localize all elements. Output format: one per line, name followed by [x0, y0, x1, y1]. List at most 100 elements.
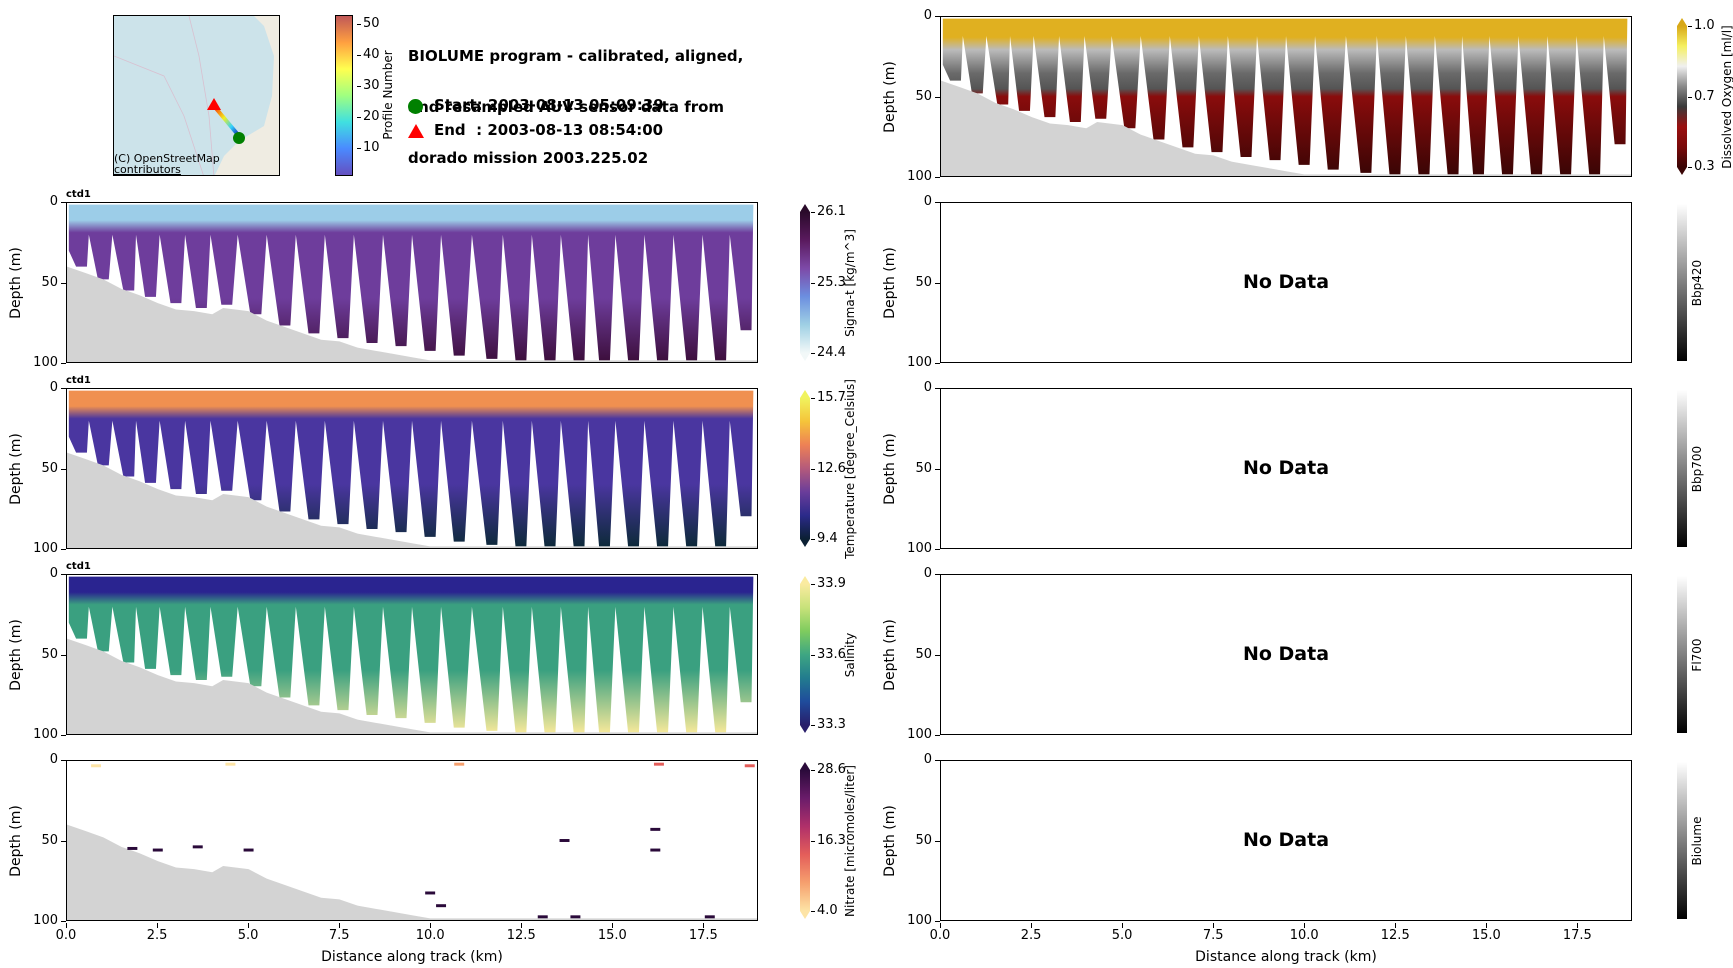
end-marker — [207, 98, 221, 110]
x-tick-label: 17.5 — [1552, 923, 1602, 943]
track-line — [212, 104, 241, 138]
start-marker — [233, 132, 245, 144]
y-tick-label: 100 — [18, 356, 66, 370]
sigma-t-colorbar — [800, 212, 810, 353]
biolume-colorbar — [1677, 762, 1687, 919]
instrument-tag: ctd1 — [66, 561, 91, 572]
nitrate-sample — [559, 839, 570, 842]
y-tick-label: 0 — [892, 9, 940, 23]
nitrate-sample — [91, 764, 102, 768]
y-tick-label: 100 — [18, 914, 66, 928]
profile-colorbar — [335, 15, 353, 176]
sigma-t-data-curtain — [68, 204, 754, 361]
colorbar-tick-label: 0.3 — [1688, 159, 1715, 174]
x-tick-label: 12.5 — [1370, 923, 1420, 943]
colorbar-tick-label: 24.4 — [811, 345, 846, 360]
dissolved-oxygen-data-curtain — [942, 18, 1628, 175]
profile-tick: 10 — [357, 140, 380, 155]
nitrate-sample — [704, 915, 715, 919]
nitrate-sample — [152, 848, 163, 852]
nitrate-sample — [243, 848, 254, 852]
y-tick-label: 0 — [892, 195, 940, 209]
no-data-message: No Data — [1242, 456, 1330, 479]
colorbar-label: Biolume — [1690, 816, 1704, 865]
bbp700-colorbar — [1677, 390, 1687, 547]
bathymetry-area — [941, 80, 1631, 176]
y-tick-label: 50 — [892, 89, 940, 104]
colorbar-label: Sigma-t [kg/m^3] — [843, 228, 857, 337]
nitrate-sample — [225, 762, 236, 766]
end-legend-marker — [408, 124, 424, 138]
colorbar-label: Dissolved Oxygen [ml/l] — [1720, 24, 1733, 169]
y-tick-label: 0 — [18, 195, 66, 209]
y-axis-label: Depth (m) — [882, 804, 898, 877]
start-legend-label: Start: 2003-08-13 05:09:39 — [434, 96, 664, 114]
y-tick-label: 50 — [18, 461, 66, 476]
y-tick-label: 100 — [892, 914, 940, 928]
boundary-line — [188, 16, 215, 175]
plot-bbp700 — [940, 388, 1632, 549]
colorbar-extend-bottom — [800, 911, 810, 919]
nitrate-sample — [744, 764, 755, 768]
y-tick-label: 0 — [18, 381, 66, 395]
y-axis-label: Depth (m) — [882, 432, 898, 505]
colorbar-extend-bottom — [800, 539, 810, 547]
plot-dissolved-oxygen — [940, 16, 1632, 177]
salinity-data-curtain — [68, 576, 754, 733]
colorbar-label: Temperature [degree_Celsius] — [843, 378, 857, 559]
y-tick-label: 0 — [892, 753, 940, 767]
colorbar-tick-label: 15.7 — [811, 390, 846, 405]
nitrate-sample — [192, 845, 203, 849]
x-tick-label: 0.0 — [915, 923, 965, 943]
colorbar-extend-top — [800, 576, 810, 584]
y-axis-label: Depth (m) — [8, 432, 24, 505]
x-tick-label: 0.0 — [41, 923, 91, 943]
bathymetry-area — [67, 452, 757, 548]
x-tick-label: 2.5 — [132, 923, 182, 943]
y-tick-label: 100 — [18, 542, 66, 556]
sigma-t-canvas — [67, 204, 757, 362]
plot-nitrate — [66, 760, 758, 921]
colorbar-extend-bottom — [800, 353, 810, 361]
temperature-colorbar — [800, 398, 810, 539]
y-axis-label: Depth (m) — [882, 246, 898, 319]
nitrate-sample — [570, 915, 581, 919]
dissolved-oxygen-colorbar — [1677, 26, 1687, 167]
colorbar-tick-label: 33.3 — [811, 717, 846, 732]
plot-sigma-t — [66, 202, 758, 363]
y-tick-label: 0 — [18, 753, 66, 767]
colorbar-extend-bottom — [1677, 167, 1687, 175]
y-axis-label: Depth (m) — [8, 246, 24, 319]
colorbar-tick-label: 1.0 — [1688, 18, 1715, 33]
y-tick-label: 0 — [892, 567, 940, 581]
y-tick-label: 50 — [892, 833, 940, 848]
x-tick-label: 2.5 — [1006, 923, 1056, 943]
y-tick-label: 50 — [892, 647, 940, 662]
plot-temperature — [66, 388, 758, 549]
nitrate-sample — [127, 846, 138, 850]
nitrate-canvas — [67, 762, 757, 920]
colorbar-tick-label: 12.6 — [811, 460, 846, 476]
colorbar-extend-bottom — [800, 725, 810, 733]
x-tick-label: 7.5 — [314, 923, 364, 943]
x-axis-label: Distance along track (km) — [1195, 949, 1377, 965]
colorbar-tick-label: 9.4 — [811, 531, 838, 546]
y-tick-label: 50 — [892, 461, 940, 476]
plot-fl700 — [940, 574, 1632, 735]
plot-salinity — [66, 574, 758, 735]
title-line: dorado mission 2003.225.02 — [408, 149, 649, 167]
colorbar-label: Bbp420 — [1690, 259, 1704, 306]
colorbar-tick-label: 16.3 — [811, 832, 846, 848]
x-tick-label: 15.0 — [587, 923, 637, 943]
y-tick-label: 50 — [18, 275, 66, 290]
y-tick-label: 100 — [892, 356, 940, 370]
temperature-data-curtain — [68, 390, 754, 547]
y-tick-label: 50 — [18, 833, 66, 848]
profile-tick: 20 — [357, 109, 380, 124]
colorbar-extend-top — [1677, 18, 1687, 26]
salinity-canvas — [67, 576, 757, 734]
colorbar-tick-label: 4.0 — [811, 903, 838, 918]
end-legend-label: End : 2003-08-13 08:54:00 — [434, 121, 664, 139]
map-attribution: (C) OpenStreetMap contributors — [114, 153, 220, 175]
y-axis-label: Depth (m) — [882, 60, 898, 133]
